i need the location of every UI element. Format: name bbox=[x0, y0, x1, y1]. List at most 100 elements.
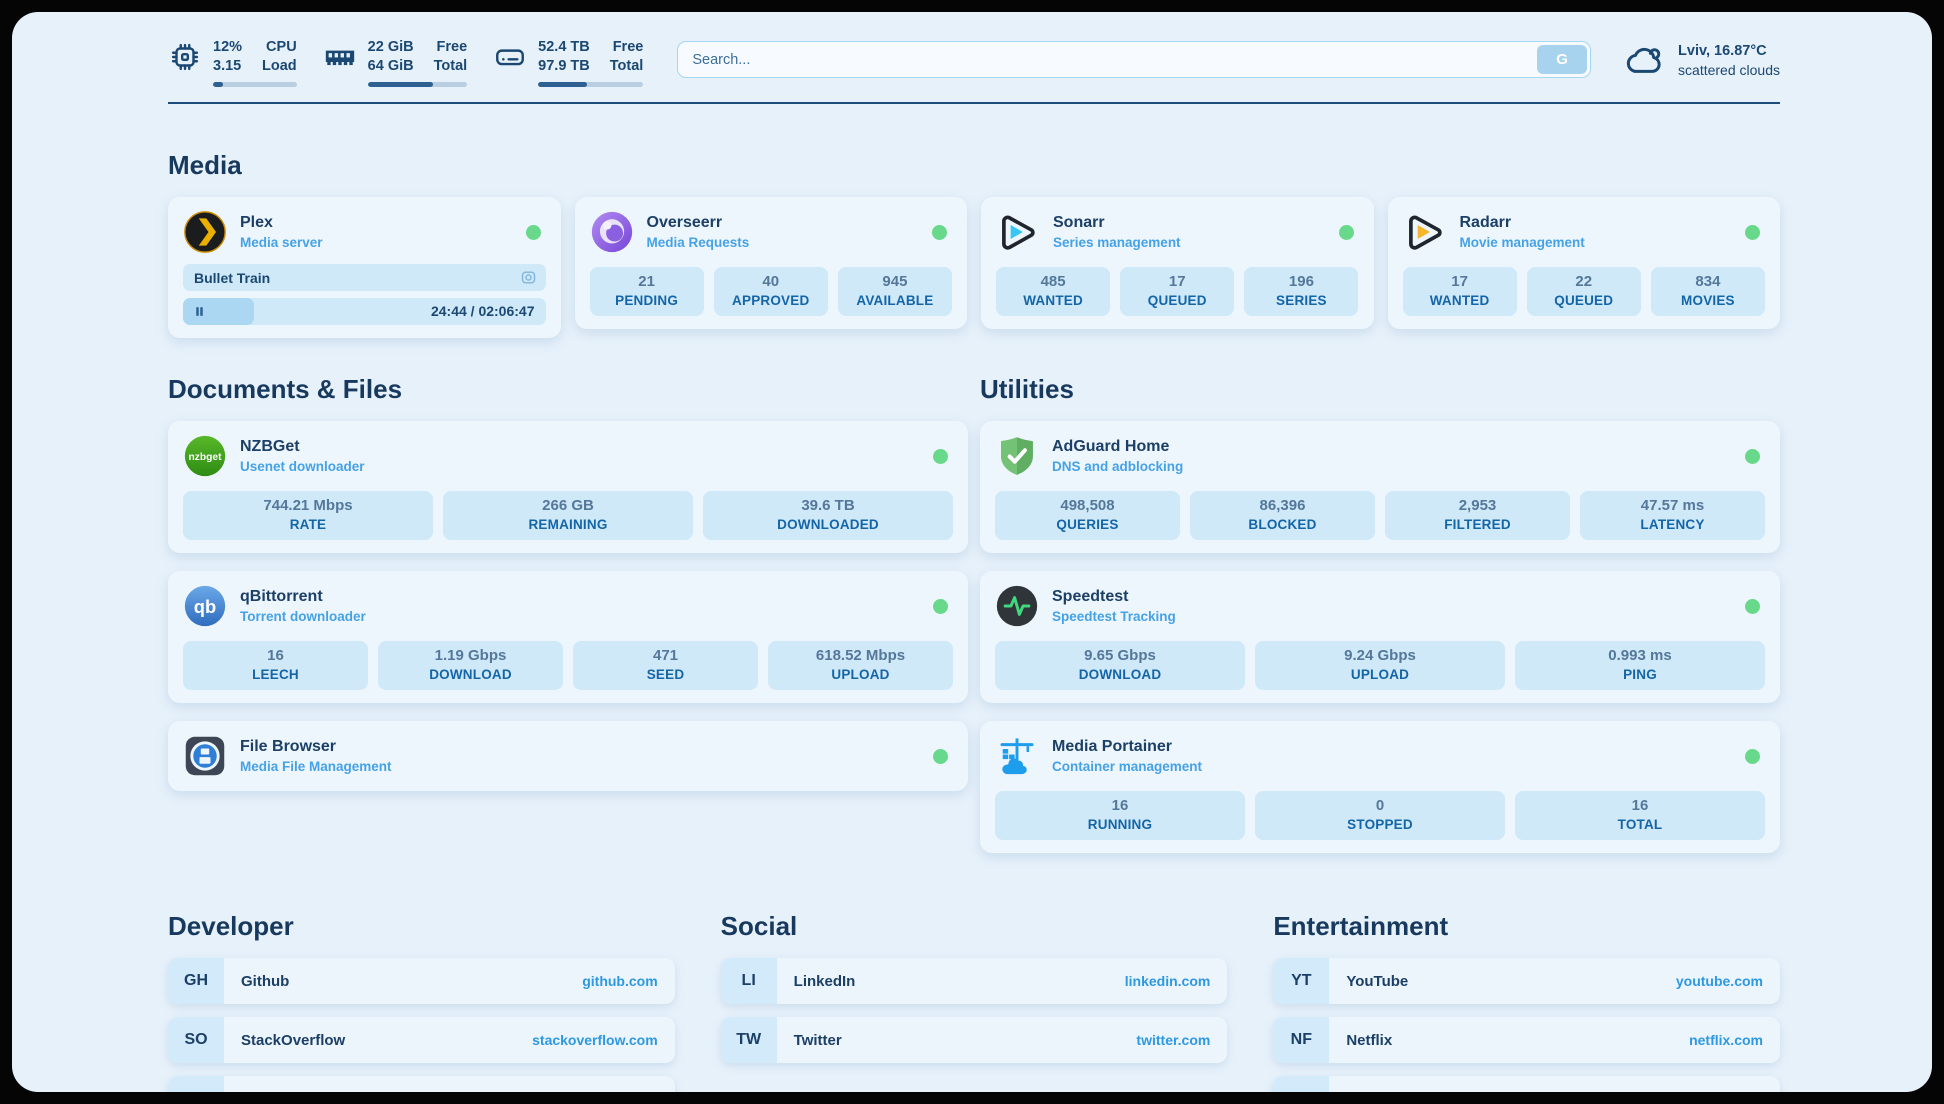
portainer-logo-icon[interactable] bbox=[995, 734, 1039, 778]
stat-latency: 47.57 ms LATENCY bbox=[1580, 491, 1765, 541]
playback-progress-fill bbox=[183, 298, 254, 326]
filebrowser-card: File Browser Media File Management bbox=[168, 721, 968, 792]
bookmark-dev[interactable]: DT DEV dev.to bbox=[168, 1076, 675, 1092]
social-bookmarks: Social LI LinkedIn linkedin.com TW Twitt… bbox=[720, 871, 1228, 1076]
plex-logo-icon[interactable] bbox=[183, 210, 227, 254]
bookmark-name: Netflix bbox=[1346, 1031, 1393, 1049]
app-name[interactable]: Sonarr bbox=[1053, 214, 1105, 232]
weather-widget: Lviv, 16.87°C scattered clouds bbox=[1625, 39, 1780, 81]
bookmark-youtube[interactable]: YT YouTube youtube.com bbox=[1273, 958, 1780, 1005]
bookmark-linkedin[interactable]: LI LinkedIn linkedin.com bbox=[720, 958, 1228, 1005]
storage-free-label: Free bbox=[612, 39, 644, 55]
overseerr-card: Overseerr Media Requests 21 PENDING 40 A… bbox=[574, 197, 967, 330]
filebrowser-logo-icon[interactable] bbox=[183, 734, 227, 778]
storage-widget: 52.4 TB 97.9 TB Free Total bbox=[493, 38, 644, 88]
app-name[interactable]: Media Portainer bbox=[1052, 738, 1173, 756]
app-name[interactable]: Overseerr bbox=[646, 214, 723, 232]
stat-leech: 16 LEECH bbox=[183, 641, 368, 691]
sonarr-logo-icon[interactable] bbox=[996, 210, 1040, 254]
memory-progress-fill bbox=[367, 82, 434, 88]
storage-icon bbox=[493, 38, 527, 74]
bookmark-name: YouTube bbox=[1346, 972, 1409, 990]
app-name[interactable]: AdGuard Home bbox=[1052, 438, 1170, 456]
bookmark-github[interactable]: GH Github github.com bbox=[168, 958, 675, 1005]
speedtest-card: Speedtest Speedtest Tracking 9.65 Gbps D… bbox=[980, 571, 1780, 704]
stat-queued: 17 QUEUED bbox=[1120, 267, 1235, 317]
qbittorrent-card: qb qBittorrent Torrent downloader 16 LEE… bbox=[168, 571, 968, 704]
cpu-label: CPU bbox=[266, 39, 297, 55]
speedtest-logo-icon[interactable] bbox=[995, 584, 1039, 628]
status-online-dot bbox=[933, 748, 948, 764]
bookmark-netflix[interactable]: NF Netflix netflix.com bbox=[1273, 1017, 1780, 1064]
bookmark-abbr: NF bbox=[1273, 1017, 1330, 1064]
bookmark-abbr: GH bbox=[168, 958, 224, 1005]
plex-card: Plex Media server Bullet Train bbox=[168, 197, 561, 339]
app-subtitle: Speedtest Tracking bbox=[1052, 609, 1176, 625]
stat-ping: 0.993 ms PING bbox=[1515, 641, 1765, 691]
search-input[interactable] bbox=[677, 41, 1592, 78]
stat-upload: 618.52 Mbps UPLOAD bbox=[768, 641, 953, 691]
bookmark-abbr: TW bbox=[720, 1017, 777, 1064]
bookmark-stackoverflow[interactable]: SO StackOverflow stackoverflow.com bbox=[168, 1017, 675, 1064]
app-name[interactable]: File Browser bbox=[240, 738, 337, 756]
app-name[interactable]: Speedtest bbox=[1052, 588, 1129, 606]
app-name[interactable]: qBittorrent bbox=[240, 588, 323, 606]
app-subtitle: Usenet downloader bbox=[240, 459, 365, 475]
radarr-logo-icon[interactable] bbox=[1403, 210, 1447, 254]
app-name[interactable]: Radarr bbox=[1459, 214, 1512, 232]
storage-total-value: 97.9 TB bbox=[538, 58, 590, 75]
status-online-dot bbox=[1745, 748, 1760, 764]
app-subtitle: DNS and adblocking bbox=[1052, 459, 1184, 475]
memory-free-label: Free bbox=[436, 39, 468, 55]
search-engine-button[interactable]: G bbox=[1537, 45, 1588, 74]
status-online-dot bbox=[525, 224, 541, 240]
sonarr-card: Sonarr Series management 485 WANTED 17 Q… bbox=[981, 197, 1374, 330]
stat-download: 1.19 Gbps DOWNLOAD bbox=[378, 641, 563, 691]
overseerr-logo-icon[interactable] bbox=[590, 210, 634, 254]
memory-free-value: 22 GiB bbox=[367, 39, 414, 55]
memory-total-label: Total bbox=[433, 58, 468, 75]
cloud-icon bbox=[1625, 39, 1667, 81]
utilities-column: Utilities AdGuard Home DNS and adblockin… bbox=[980, 338, 1780, 871]
bookmark-twitter[interactable]: TW Twitter twitter.com bbox=[720, 1017, 1228, 1064]
status-online-dot bbox=[933, 598, 948, 614]
nzbget-logo-icon[interactable]: nzbget bbox=[183, 434, 227, 478]
dashboard-page: 12% 3.15 CPU Load bbox=[12, 12, 1932, 1092]
bookmark-name: Reddit bbox=[1346, 1091, 1393, 1092]
bookmark-name: Github bbox=[241, 972, 290, 990]
memory-icon bbox=[323, 38, 357, 74]
stat-download: 9.65 Gbps DOWNLOAD bbox=[995, 641, 1245, 691]
stat-pending: 21 PENDING bbox=[589, 267, 704, 317]
weather-location-temp: Lviv, 16.87°C bbox=[1678, 42, 1767, 59]
app-name[interactable]: NZBGet bbox=[240, 438, 300, 456]
topbar-divider bbox=[168, 102, 1780, 105]
memory-widget: 22 GiB 64 GiB Free Total bbox=[323, 38, 468, 88]
memory-readout: 22 GiB 64 GiB Free Total bbox=[367, 38, 468, 88]
bookmark-abbr: RE bbox=[1273, 1076, 1330, 1092]
bookmark-url: linkedin.com bbox=[1124, 973, 1211, 990]
qbittorrent-logo-icon[interactable]: qb bbox=[183, 584, 227, 628]
weather-text: Lviv, 16.87°C scattered clouds bbox=[1678, 41, 1780, 79]
stat-queries: 498,508 QUERIES bbox=[995, 491, 1180, 541]
app-name[interactable]: Plex bbox=[240, 214, 273, 232]
adguard-card: AdGuard Home DNS and adblocking 498,508 … bbox=[980, 421, 1780, 554]
app-subtitle: Movie management bbox=[1459, 235, 1585, 251]
section-title-social: Social bbox=[720, 911, 798, 942]
section-title-utilities: Utilities bbox=[980, 374, 1074, 405]
session-display-icon[interactable] bbox=[520, 269, 537, 286]
bookmarks-area: Developer GH Github github.com SO StackO… bbox=[168, 871, 1780, 1092]
storage-progress-fill bbox=[538, 82, 587, 88]
adguard-logo-icon[interactable] bbox=[995, 434, 1039, 478]
stat-blocked: 86,396 BLOCKED bbox=[1190, 491, 1375, 541]
app-subtitle: Torrent downloader bbox=[240, 609, 366, 625]
search-bar: G bbox=[677, 41, 1592, 78]
storage-free-value: 52.4 TB bbox=[538, 39, 590, 55]
cpu-load-value: 3.15 bbox=[213, 58, 242, 75]
bookmark-reddit[interactable]: RE Reddit reddit.com bbox=[1273, 1076, 1780, 1092]
status-online-dot bbox=[932, 224, 947, 240]
cpu-icon bbox=[168, 38, 202, 74]
top-bar: 12% 3.15 CPU Load bbox=[168, 38, 1780, 88]
cpu-usage-value: 12% bbox=[213, 39, 243, 55]
stat-upload: 9.24 Gbps UPLOAD bbox=[1255, 641, 1505, 691]
bookmark-abbr: LI bbox=[720, 958, 777, 1005]
